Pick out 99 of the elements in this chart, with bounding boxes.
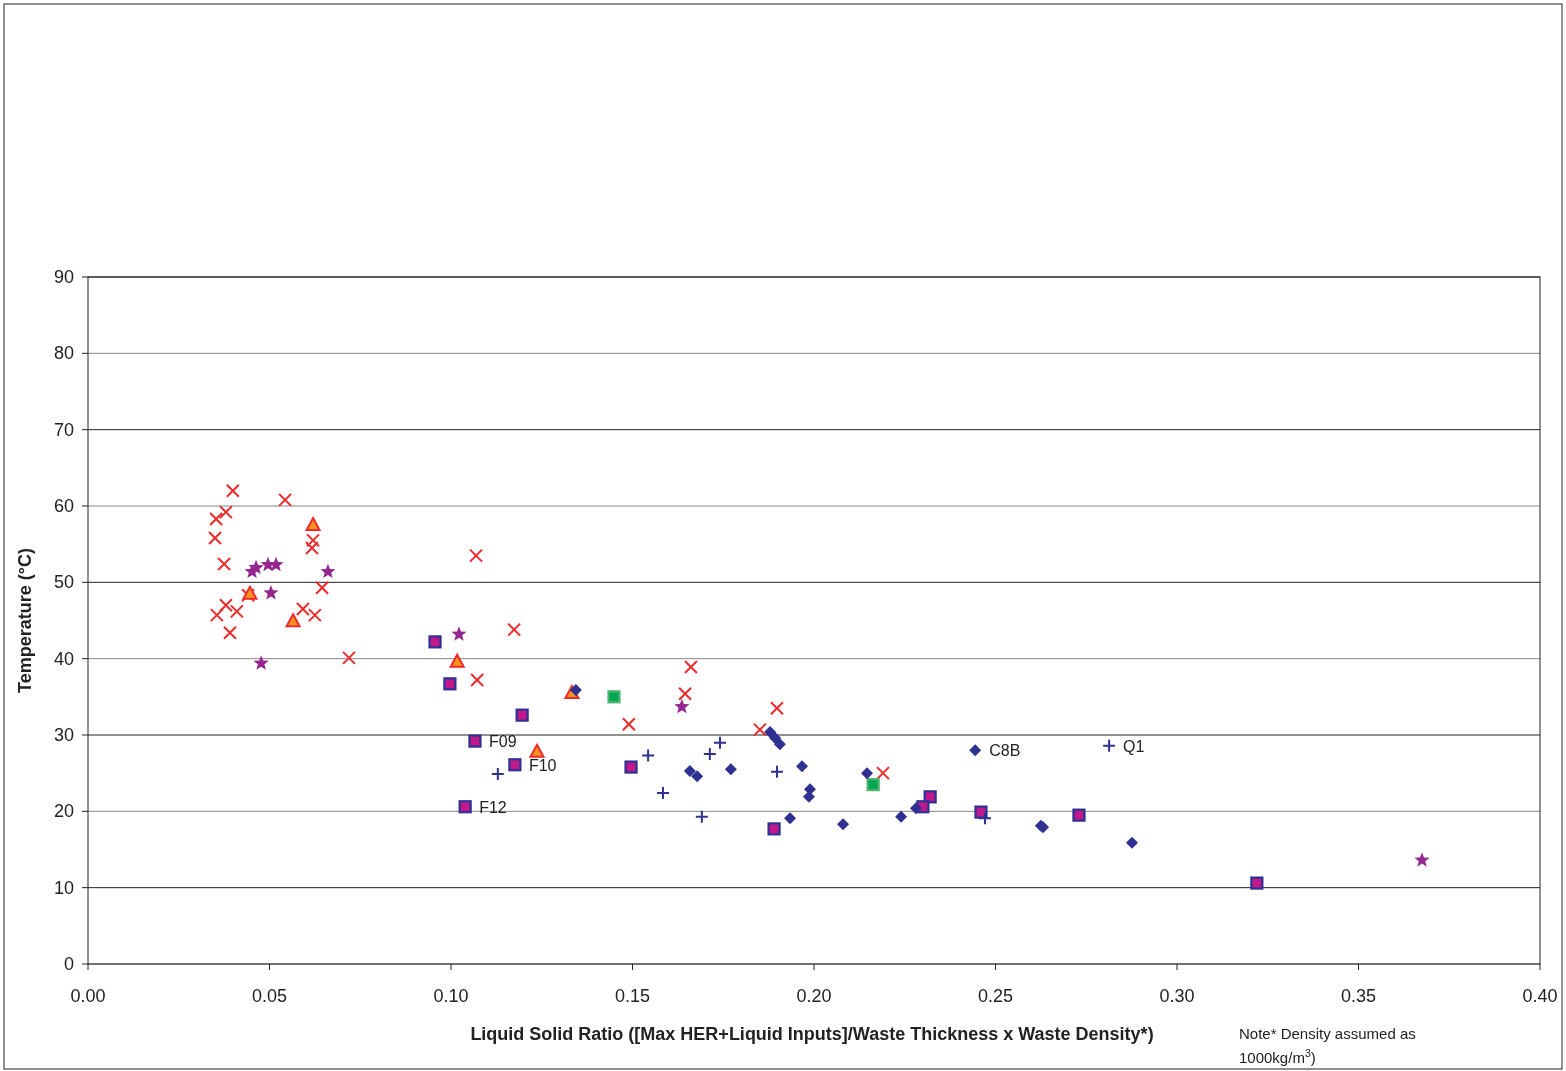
point <box>769 701 784 716</box>
x-tick-label: 0.40 <box>1522 986 1558 1006</box>
point <box>304 540 319 555</box>
point <box>641 748 656 763</box>
y-tick-label: 60 <box>53 496 74 516</box>
x-tick-label: 0.25 <box>977 986 1014 1006</box>
point <box>315 580 330 595</box>
point <box>837 818 850 831</box>
point <box>796 760 809 773</box>
point <box>678 686 693 701</box>
x-tick-label: 0.05 <box>251 986 288 1006</box>
point <box>507 622 522 637</box>
annotation: F10 <box>528 756 557 774</box>
point <box>1414 852 1430 867</box>
point <box>469 548 484 563</box>
point <box>694 809 709 824</box>
point <box>769 764 784 779</box>
x-axis-title: Liquid Solid Ratio ([Max HER+Liquid Inputs]/Waste Thickness x Waste Density*) <box>470 1024 1154 1044</box>
point <box>263 585 279 600</box>
point <box>508 758 522 772</box>
point <box>655 786 670 801</box>
point <box>569 683 582 696</box>
point <box>443 677 457 691</box>
point <box>691 770 704 783</box>
y-tick-label: 0 <box>63 954 74 974</box>
point <box>278 492 293 507</box>
y-tick-label: 50 <box>53 572 74 593</box>
y-tick-label: 10 <box>53 877 74 898</box>
annotation: F09 <box>488 733 517 751</box>
point <box>458 800 472 814</box>
point <box>253 655 269 670</box>
point <box>225 483 240 498</box>
y-tick-label: 20 <box>53 801 74 822</box>
x-tick-label: 0.35 <box>1340 986 1377 1006</box>
point <box>752 722 767 737</box>
point <box>306 533 321 548</box>
point <box>866 778 880 792</box>
point <box>621 717 636 732</box>
point <box>209 511 224 526</box>
point <box>1072 808 1086 822</box>
y-tick-label: 80 <box>53 343 74 364</box>
point <box>208 531 223 546</box>
annotation: F12 <box>479 798 507 816</box>
point <box>468 734 482 748</box>
y-axis-title: Temperature (°C) <box>15 548 35 693</box>
point <box>683 764 696 777</box>
point <box>977 811 992 826</box>
point <box>307 608 322 623</box>
point <box>470 673 485 688</box>
point <box>702 747 717 762</box>
point <box>769 732 782 745</box>
y-tick-label: 30 <box>53 725 74 745</box>
x-tick-label: 0.20 <box>796 986 832 1006</box>
y-tick-label: 70 <box>53 419 74 440</box>
point <box>515 708 529 722</box>
point <box>1102 738 1117 753</box>
y-tick-label: 90 <box>53 267 74 287</box>
point <box>1125 836 1138 849</box>
point <box>229 604 244 619</box>
annotation: Q1 <box>1123 737 1145 755</box>
annotation: C8B <box>989 742 1021 760</box>
point <box>712 735 727 750</box>
point <box>910 802 922 815</box>
point <box>683 660 698 675</box>
point <box>764 725 777 738</box>
point <box>209 608 224 623</box>
x-tick-label: 0.10 <box>433 986 469 1006</box>
point <box>222 625 237 640</box>
point <box>895 810 908 823</box>
y-tick-label: 40 <box>53 648 74 669</box>
point <box>674 698 690 714</box>
x-tick-label: 0.00 <box>70 986 106 1006</box>
point <box>529 743 545 758</box>
point <box>1250 876 1264 890</box>
x-tick-label: 0.15 <box>614 986 651 1006</box>
point <box>767 822 781 836</box>
point <box>295 602 310 617</box>
point <box>607 690 621 704</box>
point <box>784 812 797 825</box>
point <box>861 767 873 780</box>
point <box>969 744 982 757</box>
point <box>451 626 467 641</box>
point <box>490 766 505 781</box>
point <box>428 635 442 649</box>
point <box>875 766 890 781</box>
point <box>218 505 233 520</box>
point <box>724 763 737 776</box>
point <box>320 563 336 579</box>
point <box>285 613 301 628</box>
point <box>624 760 638 774</box>
point <box>773 738 786 751</box>
text: Note* Density assumed as 1000kg/m$^{3}$) <box>1239 1025 1416 1066</box>
point <box>342 650 356 665</box>
point <box>305 517 321 532</box>
point <box>248 559 264 575</box>
point <box>218 598 233 613</box>
point <box>449 653 465 668</box>
x-tick-label: 0.30 <box>1159 986 1195 1006</box>
point <box>217 557 232 572</box>
